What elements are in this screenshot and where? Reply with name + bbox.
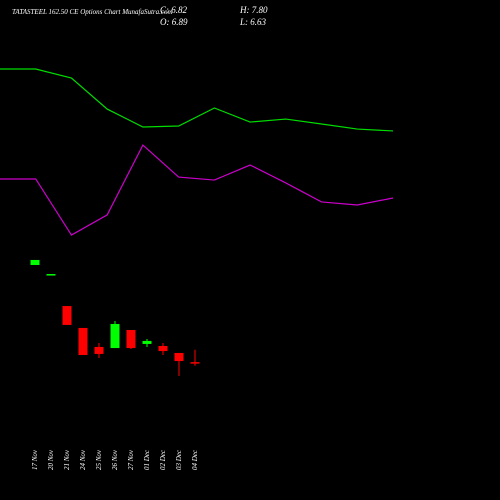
x-tick-label: 03 Dec [175,449,183,470]
candle-body [110,323,120,349]
candle-body [78,327,88,356]
candle-body [190,362,200,364]
candle-body [62,306,72,325]
high-label: H: 7.80 [239,5,268,15]
open-label: O: 6.89 [160,17,188,27]
x-tick-label: 24 Nov [79,449,87,470]
candle-body [142,340,152,344]
candle-body [94,346,104,354]
candle-body [158,346,168,352]
candle-body [46,274,56,276]
x-tick-label: 25 Nov [95,449,103,470]
indicator-line [0,144,394,236]
candle-body [174,352,184,362]
x-tick-label: 21 Nov [63,449,71,470]
candle-body [126,329,136,349]
x-tick-label: 27 Nov [127,449,135,470]
candle-body [30,259,40,266]
x-tick-label: 17 Nov [31,449,39,470]
x-tick-label: 02 Dec [159,449,167,470]
indicator-line [0,68,394,132]
x-tick-label: 26 Nov [111,449,119,470]
x-tick-label: 01 Dec [143,449,151,470]
chart-title: TATASTEEL 162.50 CE Options Chart Munafa… [12,8,173,16]
x-tick-label: 20 Nov [47,449,55,470]
close-label: C: 6.82 [160,5,188,15]
low-label: L: 6.63 [239,17,267,27]
x-tick-label: 04 Dec [191,449,199,470]
